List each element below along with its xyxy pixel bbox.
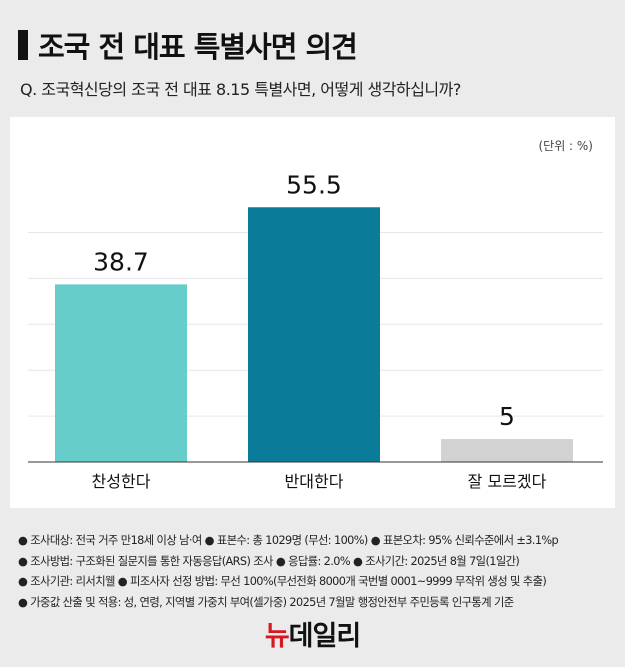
note-line: ● 가중값 산출 및 적용: 성, 연령, 지역별 가중치 부여(셀가중) 20… (18, 595, 514, 609)
data-label: 5 (499, 402, 515, 431)
category-label: 반대한다 (285, 472, 344, 491)
data-label: 38.7 (93, 247, 149, 276)
bar-chart: 38.7 찬성한다 55.5 반대한다 5 잘 모르겠다 (28, 170, 603, 491)
chart-panel: (단위 : %) 38.7 찬성한다 55.5 반대한다 5 잘 모르겠다 (10, 117, 615, 508)
data-label: 55.5 (286, 170, 342, 199)
page-title: 조국 전 대표 특별사면 의견 (18, 24, 358, 66)
logo-part: 뉴 (264, 621, 290, 652)
unit-label: (단위 : %) (538, 139, 593, 153)
bar (441, 439, 573, 462)
bar (55, 284, 187, 462)
survey-notes: ● 조사대상: 전국 거주 만18세 이상 남·여 ● 표본수: 총 1029명… (18, 531, 559, 613)
note-line: ● 조사방법: 구조화된 질문지를 통한 자동응답(ARS) 조사 ● 응답률:… (18, 554, 520, 568)
note-line: ● 조사기관: 리서치웰 ● 피조사자 선정 방법: 무선 100%(무선전화 … (18, 575, 547, 588)
title-text: 조국 전 대표 특별사면 의견 (38, 30, 358, 64)
logo-part: 데일리 (288, 621, 362, 652)
bar (248, 207, 380, 462)
category-label: 잘 모르겠다 (468, 472, 547, 491)
newdaily-logo: 뉴데일리 (0, 614, 625, 653)
category-label: 찬성한다 (92, 472, 151, 491)
question: Q. 조국혁신당의 조국 전 대표 8.15 특별사면, 어떻게 생각하십니까? (20, 80, 461, 99)
title-marker (18, 30, 28, 60)
note-line: ● 조사대상: 전국 거주 만18세 이상 남·여 ● 표본수: 총 1029명… (18, 534, 559, 547)
